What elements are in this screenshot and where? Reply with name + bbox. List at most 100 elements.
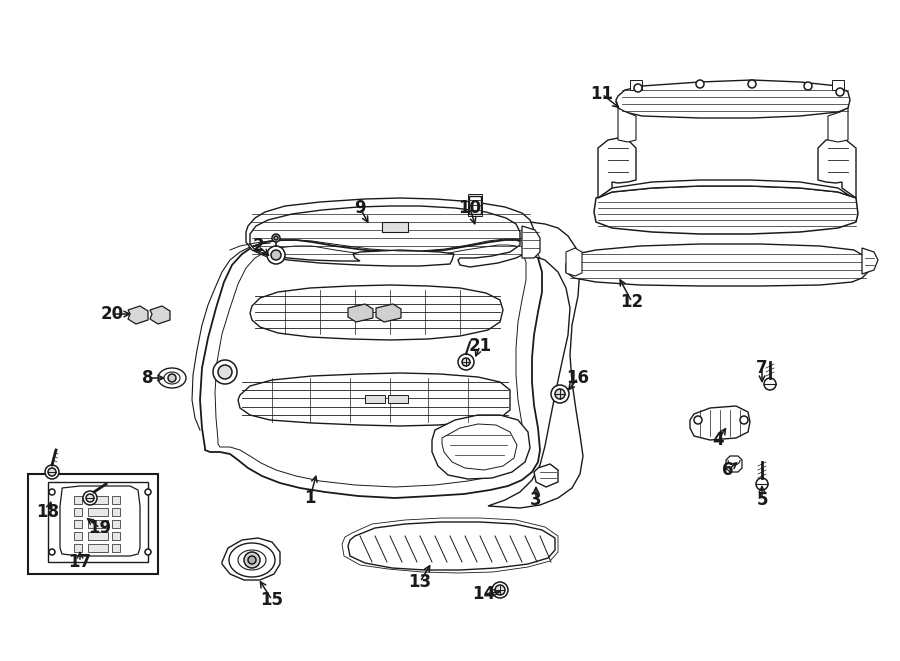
Polygon shape: [250, 285, 503, 340]
Circle shape: [804, 82, 812, 90]
Polygon shape: [442, 424, 517, 470]
Polygon shape: [112, 532, 120, 540]
Polygon shape: [215, 245, 526, 487]
Text: 14: 14: [472, 585, 496, 603]
Polygon shape: [469, 196, 481, 214]
Polygon shape: [74, 496, 82, 504]
Text: 12: 12: [620, 293, 643, 311]
Polygon shape: [200, 240, 542, 498]
Polygon shape: [598, 180, 850, 198]
Polygon shape: [348, 304, 373, 322]
Polygon shape: [348, 522, 555, 570]
Polygon shape: [222, 538, 280, 580]
Text: 17: 17: [68, 553, 92, 571]
Polygon shape: [432, 415, 530, 479]
Circle shape: [45, 465, 59, 479]
Polygon shape: [726, 456, 742, 472]
Polygon shape: [128, 306, 148, 324]
Text: 1: 1: [304, 489, 316, 507]
Text: 4: 4: [712, 431, 724, 449]
Polygon shape: [594, 186, 858, 234]
Polygon shape: [566, 248, 582, 276]
Text: 21: 21: [468, 337, 491, 355]
Text: 18: 18: [37, 503, 59, 521]
Polygon shape: [88, 508, 108, 516]
Polygon shape: [598, 138, 636, 198]
Text: 11: 11: [590, 85, 614, 103]
Polygon shape: [112, 508, 120, 516]
Polygon shape: [566, 244, 868, 286]
Text: 2: 2: [252, 237, 264, 255]
Polygon shape: [828, 108, 848, 142]
Polygon shape: [246, 198, 534, 267]
Text: 8: 8: [142, 369, 154, 387]
Polygon shape: [376, 304, 401, 322]
Polygon shape: [28, 474, 158, 574]
Circle shape: [145, 549, 151, 555]
Circle shape: [83, 491, 97, 505]
Circle shape: [49, 489, 55, 495]
Polygon shape: [112, 520, 120, 528]
Polygon shape: [832, 80, 844, 90]
Polygon shape: [48, 482, 148, 562]
Circle shape: [495, 585, 505, 595]
Polygon shape: [74, 532, 82, 540]
Circle shape: [462, 358, 470, 366]
Polygon shape: [112, 496, 120, 504]
Text: 5: 5: [756, 491, 768, 509]
Circle shape: [740, 416, 748, 424]
Circle shape: [272, 234, 280, 242]
Polygon shape: [522, 226, 540, 258]
Circle shape: [168, 374, 176, 382]
Circle shape: [145, 489, 151, 495]
Circle shape: [551, 385, 569, 403]
Polygon shape: [818, 138, 856, 198]
Polygon shape: [74, 508, 82, 516]
Circle shape: [748, 80, 756, 88]
Circle shape: [696, 80, 704, 88]
Circle shape: [634, 84, 642, 92]
Polygon shape: [616, 80, 850, 118]
Polygon shape: [382, 222, 408, 232]
Text: 19: 19: [88, 519, 112, 537]
Text: 16: 16: [566, 369, 590, 387]
Polygon shape: [630, 80, 642, 90]
Circle shape: [271, 250, 281, 260]
Polygon shape: [238, 373, 510, 426]
Circle shape: [458, 354, 474, 370]
Circle shape: [764, 378, 776, 390]
Polygon shape: [112, 544, 120, 552]
Circle shape: [244, 552, 260, 568]
Circle shape: [48, 468, 56, 476]
Polygon shape: [862, 248, 878, 274]
Circle shape: [213, 360, 237, 384]
Text: 6: 6: [722, 461, 734, 479]
Text: 9: 9: [355, 199, 365, 217]
Polygon shape: [74, 520, 82, 528]
Circle shape: [492, 582, 508, 598]
Polygon shape: [488, 222, 583, 508]
Circle shape: [694, 416, 702, 424]
Text: 13: 13: [409, 573, 432, 591]
Circle shape: [86, 494, 94, 502]
Polygon shape: [534, 464, 558, 487]
Circle shape: [756, 478, 768, 490]
Polygon shape: [88, 532, 108, 540]
Circle shape: [218, 365, 232, 379]
Text: 10: 10: [458, 199, 482, 217]
Text: 20: 20: [101, 305, 123, 323]
Polygon shape: [88, 496, 108, 504]
Text: 3: 3: [530, 491, 542, 509]
Polygon shape: [388, 395, 408, 403]
Circle shape: [836, 88, 844, 96]
Text: 7: 7: [756, 359, 768, 377]
Polygon shape: [60, 486, 140, 556]
Circle shape: [49, 549, 55, 555]
Polygon shape: [88, 544, 108, 552]
Circle shape: [555, 389, 565, 399]
Circle shape: [267, 246, 285, 264]
Polygon shape: [150, 306, 170, 324]
Polygon shape: [74, 544, 82, 552]
Polygon shape: [618, 108, 636, 142]
Text: 15: 15: [260, 591, 284, 609]
